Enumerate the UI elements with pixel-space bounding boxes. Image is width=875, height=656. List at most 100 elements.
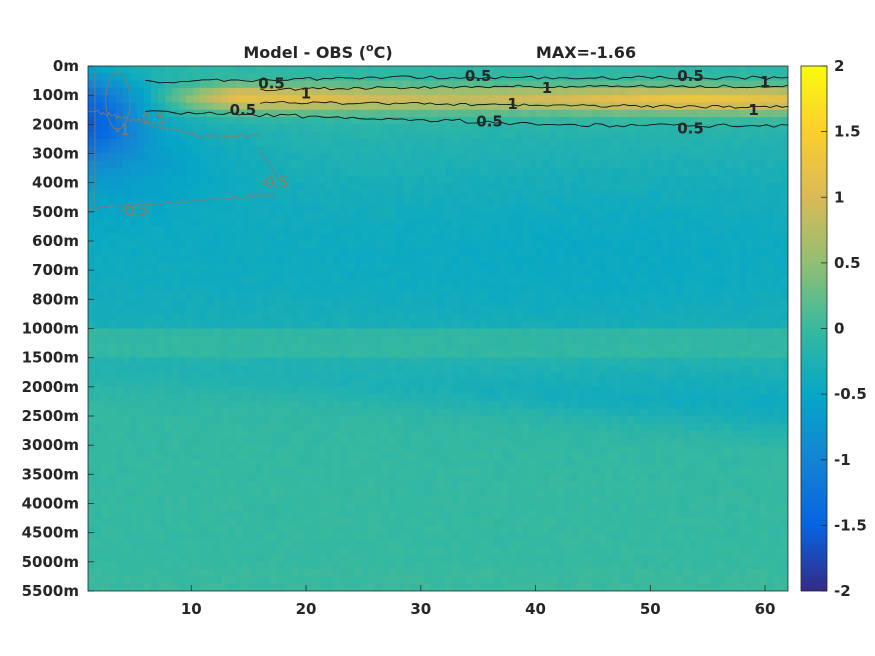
heatmap-cell bbox=[396, 321, 404, 330]
heatmap-cell bbox=[151, 131, 159, 140]
heatmap-cell bbox=[256, 153, 264, 162]
heatmap-cell bbox=[242, 109, 250, 118]
heatmap-cell bbox=[340, 525, 348, 534]
heatmap-cell bbox=[312, 95, 320, 104]
heatmap-cell bbox=[501, 248, 509, 257]
heatmap-cell bbox=[102, 182, 110, 191]
heatmap-cell bbox=[214, 343, 222, 351]
heatmap-cell bbox=[263, 328, 271, 337]
heatmap-cell bbox=[501, 357, 509, 366]
heatmap-cell bbox=[459, 328, 467, 337]
heatmap-cell bbox=[508, 430, 516, 439]
heatmap-cell bbox=[200, 474, 208, 483]
heatmap-cell bbox=[340, 66, 348, 74]
heatmap-cell bbox=[480, 343, 488, 351]
heatmap-cell bbox=[305, 204, 313, 213]
heatmap-cell bbox=[305, 583, 313, 591]
heatmap-cell bbox=[445, 554, 453, 563]
heatmap-cell bbox=[144, 474, 152, 483]
heatmap-cell bbox=[200, 226, 208, 235]
heatmap-cell bbox=[557, 102, 565, 111]
heatmap-cell bbox=[466, 66, 474, 74]
heatmap-cell bbox=[88, 335, 96, 344]
heatmap-cell bbox=[375, 467, 383, 475]
heatmap-cell bbox=[158, 182, 166, 191]
heatmap-cell bbox=[284, 284, 292, 293]
heatmap-cell bbox=[487, 569, 495, 578]
heatmap-cell bbox=[536, 284, 544, 293]
heatmap-cell bbox=[165, 262, 173, 271]
heatmap-cell bbox=[319, 66, 327, 74]
heatmap-cell bbox=[116, 583, 124, 591]
heatmap-cell bbox=[473, 467, 481, 475]
heatmap-cell bbox=[508, 197, 516, 206]
heatmap-cell bbox=[291, 357, 299, 366]
heatmap-cell bbox=[186, 233, 194, 242]
heatmap-cell bbox=[144, 554, 152, 563]
heatmap-cell bbox=[445, 386, 453, 395]
heatmap-cell bbox=[368, 117, 376, 125]
heatmap-cell bbox=[522, 66, 530, 74]
heatmap-cell bbox=[326, 204, 334, 213]
heatmap-cell bbox=[501, 255, 509, 264]
heatmap-cell bbox=[235, 328, 243, 337]
heatmap-cell bbox=[361, 328, 369, 337]
heatmap-cell bbox=[263, 189, 271, 198]
heatmap-cell bbox=[102, 467, 110, 475]
heatmap-cell bbox=[382, 226, 390, 235]
heatmap-cell bbox=[284, 204, 292, 213]
heatmap-cell bbox=[501, 583, 509, 591]
heatmap-cell bbox=[130, 467, 138, 475]
heatmap-cell bbox=[494, 102, 502, 111]
heatmap-cell bbox=[116, 306, 124, 315]
heatmap-cell bbox=[249, 561, 257, 570]
heatmap-cell bbox=[172, 306, 180, 315]
heatmap-cell bbox=[88, 569, 96, 578]
heatmap-cell bbox=[536, 197, 544, 206]
heatmap-cell bbox=[305, 277, 313, 286]
heatmap-cell bbox=[375, 481, 383, 490]
heatmap-cell bbox=[137, 299, 145, 308]
heatmap-cell bbox=[494, 211, 502, 220]
heatmap-cell bbox=[543, 87, 551, 96]
heatmap-cell bbox=[515, 241, 523, 249]
heatmap-cell bbox=[200, 124, 208, 133]
heatmap-cell bbox=[459, 255, 467, 264]
heatmap-cell bbox=[200, 160, 208, 169]
heatmap-cell bbox=[291, 372, 299, 381]
heatmap-cell bbox=[487, 386, 495, 395]
heatmap-cell bbox=[235, 292, 243, 300]
heatmap-cell bbox=[102, 168, 110, 176]
heatmap-cell bbox=[242, 569, 250, 578]
heatmap-cell bbox=[200, 532, 208, 541]
heatmap-cell bbox=[522, 343, 530, 351]
heatmap-cell bbox=[291, 248, 299, 257]
heatmap-cell bbox=[389, 262, 397, 271]
heatmap-cell bbox=[200, 328, 208, 337]
heatmap-cell bbox=[410, 306, 418, 315]
heatmap-cell bbox=[466, 219, 474, 228]
heatmap-cell bbox=[515, 554, 523, 563]
heatmap-cell bbox=[130, 197, 138, 206]
heatmap-cell bbox=[557, 532, 565, 541]
heatmap-cell bbox=[158, 299, 166, 308]
heatmap-cell bbox=[312, 175, 320, 184]
heatmap-cell bbox=[557, 343, 565, 351]
heatmap-cell bbox=[228, 182, 236, 191]
heatmap-cell bbox=[102, 87, 110, 96]
heatmap-cell bbox=[480, 189, 488, 198]
heatmap-cell bbox=[242, 408, 250, 417]
heatmap-cell bbox=[130, 313, 138, 322]
heatmap-cell bbox=[396, 117, 404, 125]
heatmap-cell bbox=[200, 109, 208, 118]
heatmap-cell bbox=[452, 364, 460, 373]
heatmap-cell bbox=[543, 321, 551, 330]
heatmap-cell bbox=[312, 576, 320, 585]
heatmap-cell bbox=[326, 284, 334, 293]
heatmap-cell bbox=[305, 146, 313, 155]
heatmap-cell bbox=[571, 219, 579, 228]
heatmap-cell bbox=[298, 87, 306, 96]
heatmap-cell bbox=[263, 87, 271, 96]
heatmap-cell bbox=[431, 306, 439, 315]
heatmap-cell bbox=[263, 554, 271, 563]
